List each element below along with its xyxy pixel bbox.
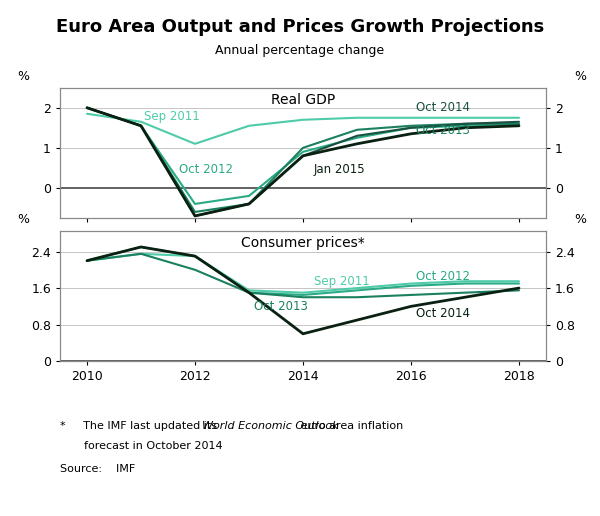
Text: Oct 2013: Oct 2013 [254, 300, 308, 313]
Text: %: % [17, 213, 29, 226]
Text: forecast in October 2014: forecast in October 2014 [84, 441, 223, 451]
Text: Jan 2015: Jan 2015 [314, 164, 365, 176]
Text: World Economic Outlook: World Economic Outlook [202, 421, 339, 430]
Text: %: % [17, 70, 29, 83]
Text: Euro Area Output and Prices Growth Projections: Euro Area Output and Prices Growth Proje… [56, 18, 544, 36]
Text: Oct 2013: Oct 2013 [416, 124, 470, 137]
Text: Annual percentage change: Annual percentage change [215, 44, 385, 57]
Text: Sep 2011: Sep 2011 [143, 110, 199, 123]
Text: Consumer prices*: Consumer prices* [241, 236, 365, 250]
Text: Oct 2014: Oct 2014 [416, 101, 470, 114]
Text: Source:    IMF: Source: IMF [60, 464, 135, 474]
Text: Oct 2012: Oct 2012 [416, 270, 470, 283]
Text: Oct 2012: Oct 2012 [179, 164, 233, 176]
Text: %: % [574, 213, 586, 226]
Text: Sep 2011: Sep 2011 [314, 275, 370, 288]
Text: *     The IMF last updated its: * The IMF last updated its [60, 421, 221, 430]
Text: Real GDP: Real GDP [271, 93, 335, 107]
Text: Oct 2014: Oct 2014 [416, 307, 470, 320]
Text: euro area inflation: euro area inflation [297, 421, 403, 430]
Text: %: % [574, 70, 586, 83]
